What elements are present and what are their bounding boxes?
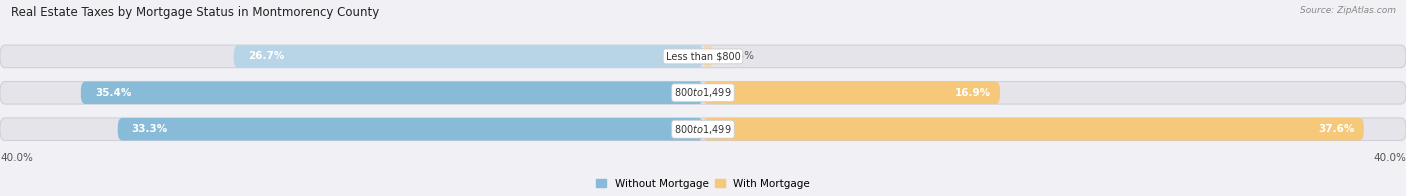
Text: Less than $800: Less than $800 — [665, 51, 741, 61]
Text: 37.6%: 37.6% — [1319, 124, 1355, 134]
FancyBboxPatch shape — [82, 82, 703, 104]
FancyBboxPatch shape — [118, 118, 703, 141]
Text: 16.9%: 16.9% — [955, 88, 991, 98]
Text: 40.0%: 40.0% — [1374, 153, 1406, 163]
FancyBboxPatch shape — [703, 118, 1364, 141]
Text: $800 to $1,499: $800 to $1,499 — [675, 86, 731, 99]
FancyBboxPatch shape — [703, 45, 713, 68]
FancyBboxPatch shape — [703, 82, 1000, 104]
FancyBboxPatch shape — [0, 118, 1406, 141]
FancyBboxPatch shape — [233, 45, 703, 68]
Text: Real Estate Taxes by Mortgage Status in Montmorency County: Real Estate Taxes by Mortgage Status in … — [11, 6, 380, 19]
Text: 26.7%: 26.7% — [247, 51, 284, 61]
Text: 40.0%: 40.0% — [0, 153, 32, 163]
Text: 35.4%: 35.4% — [94, 88, 131, 98]
Text: $800 to $1,499: $800 to $1,499 — [675, 123, 731, 136]
Text: 0.55%: 0.55% — [721, 51, 755, 61]
Text: Source: ZipAtlas.com: Source: ZipAtlas.com — [1301, 6, 1396, 15]
Legend: Without Mortgage, With Mortgage: Without Mortgage, With Mortgage — [596, 179, 810, 189]
FancyBboxPatch shape — [0, 45, 1406, 68]
FancyBboxPatch shape — [0, 82, 1406, 104]
Text: 33.3%: 33.3% — [132, 124, 169, 134]
